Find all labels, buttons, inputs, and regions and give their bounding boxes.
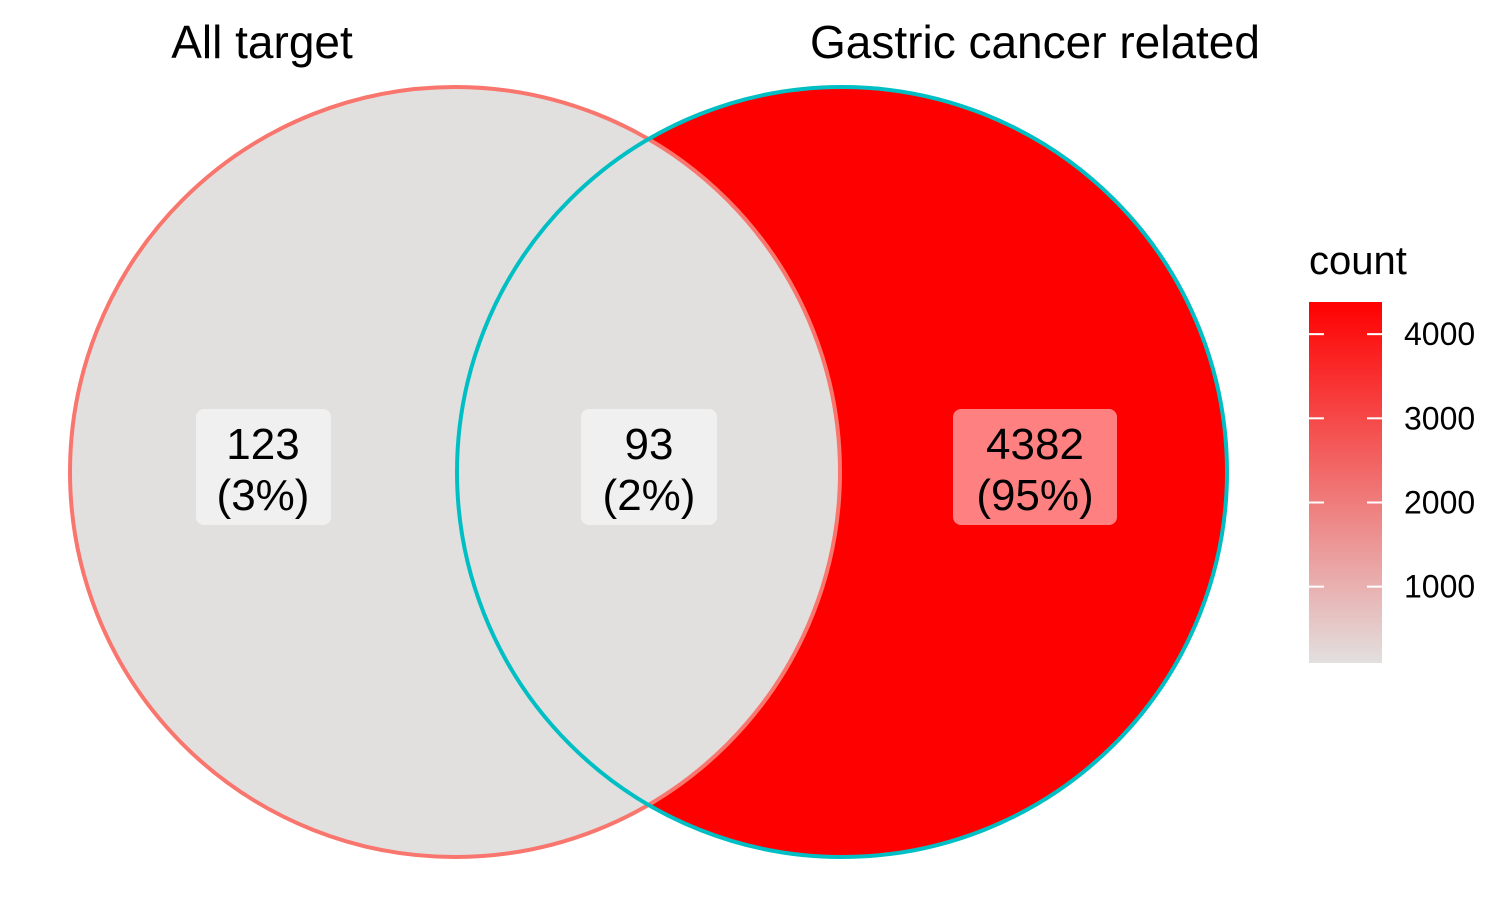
- legend-tick-label: 4000: [1404, 316, 1475, 352]
- legend-title: count: [1309, 239, 1407, 283]
- region-count: 93: [625, 420, 674, 469]
- label-gastric-only: 4382 (95%): [953, 409, 1117, 525]
- legend-tick-label: 1000: [1404, 569, 1475, 605]
- legend-colorbar: [1309, 302, 1382, 663]
- count-legend: count 1000 2000 3000 4000: [1309, 239, 1475, 663]
- label-intersection: 93 (2%): [581, 409, 717, 525]
- region-percent: (2%): [603, 471, 696, 520]
- set-title-gastric-cancer: Gastric cancer related: [810, 16, 1260, 68]
- region-count: 4382: [986, 420, 1084, 469]
- gastric-cancer-circle: [455, 85, 1229, 859]
- intersection-region: [457, 87, 840, 857]
- label-background: [196, 409, 331, 525]
- legend-tick-label: 3000: [1404, 400, 1475, 436]
- label-all-target-only: 123 (3%): [196, 409, 331, 525]
- legend-tick-label: 2000: [1404, 484, 1475, 520]
- all-target-circle: [68, 85, 842, 859]
- region-percent: (3%): [217, 471, 310, 520]
- legend-ticks: 1000 2000 3000 4000: [1309, 316, 1475, 605]
- region-count: 123: [226, 420, 299, 469]
- region-percent: (95%): [976, 471, 1093, 520]
- label-background: [953, 409, 1117, 525]
- set-title-all-target: All target: [171, 16, 353, 68]
- label-background: [581, 409, 717, 525]
